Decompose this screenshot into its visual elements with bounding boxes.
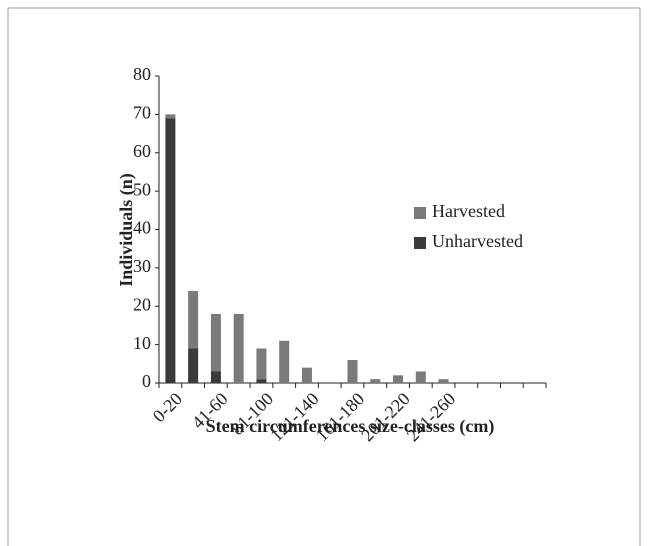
bar-segment [301, 367, 312, 383]
bar-segment [347, 359, 358, 383]
y-tick-label: 20 [133, 294, 151, 314]
y-tick-label: 30 [133, 256, 151, 276]
legend-label: Harvested [432, 201, 505, 221]
legend-label: Unharvested [432, 231, 523, 251]
bar-segment [210, 313, 221, 372]
y-tick-label: 70 [133, 103, 151, 123]
bar-segment [165, 114, 176, 119]
legend-swatch [414, 207, 426, 219]
y-tick-label: 60 [133, 141, 151, 161]
bar-segment [393, 375, 404, 383]
bar-segment [188, 290, 199, 349]
y-tick-label: 80 [133, 64, 151, 84]
bar-segment [256, 348, 267, 380]
bar-segment [210, 371, 221, 383]
bar-segment [233, 313, 244, 383]
x-tick-label: 0-20 [149, 389, 186, 426]
y-tick-label: 0 [142, 371, 151, 391]
y-tick-label: 10 [133, 333, 151, 353]
bar-segment [165, 118, 176, 384]
y-tick-label: 50 [133, 179, 151, 199]
legend-swatch [414, 237, 426, 249]
y-tick-label: 40 [133, 218, 151, 238]
bar-segment [256, 379, 267, 383]
bar-segment [438, 379, 449, 383]
bar-segment [279, 340, 290, 383]
x-axis-label: Stem circumferences size-classes (cm) [206, 416, 495, 437]
bar-segment [188, 348, 199, 383]
bar-segment [415, 371, 426, 383]
y-axis-label: Individuals (n) [116, 173, 137, 287]
bar-segment [370, 379, 381, 383]
